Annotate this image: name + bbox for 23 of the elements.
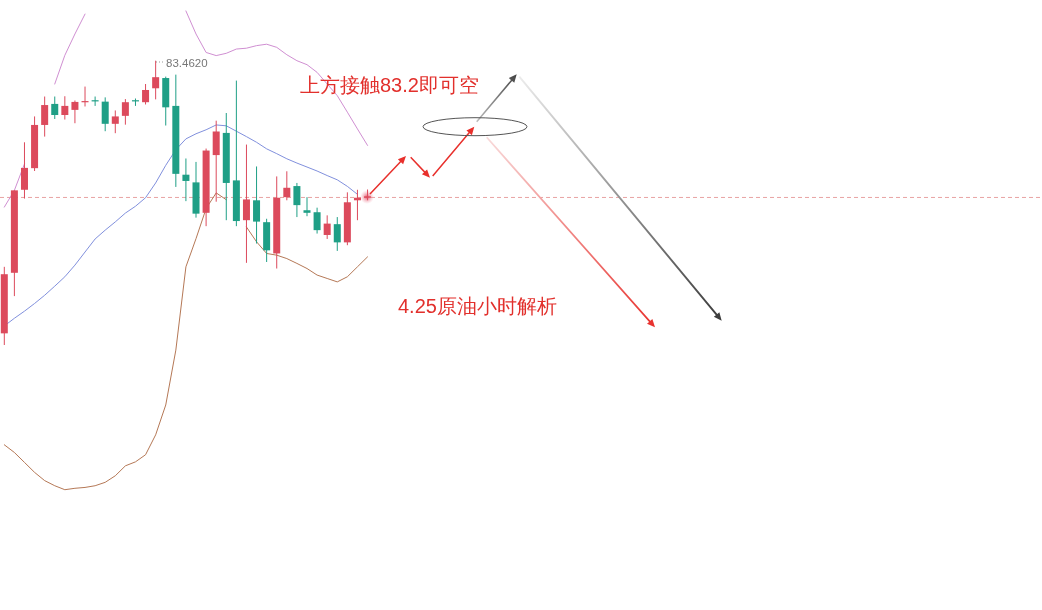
candlestick — [71, 100, 79, 124]
candlestick — [323, 214, 331, 240]
candlestick — [101, 96, 109, 132]
text: 4.25原油小时解析 — [398, 295, 557, 317]
candlestick — [142, 83, 150, 105]
candlestick — [293, 182, 301, 218]
candlestick — [212, 120, 220, 203]
candlestick — [20, 141, 28, 200]
candlestick — [121, 98, 129, 126]
candlestick — [333, 216, 341, 252]
candlestick — [51, 96, 59, 120]
candlestick — [313, 207, 321, 235]
candlestick — [283, 170, 291, 201]
candlestick — [61, 95, 69, 121]
candlestick — [41, 96, 49, 138]
candlestick — [242, 144, 250, 264]
candlestick — [152, 60, 160, 100]
annotation: 83.4620 — [166, 57, 208, 69]
candlestick — [303, 196, 311, 217]
candlestick — [253, 165, 261, 244]
annotation: 上方接触83.2即可空 — [300, 74, 479, 96]
candlestick — [182, 158, 190, 202]
candlestick — [111, 109, 119, 134]
